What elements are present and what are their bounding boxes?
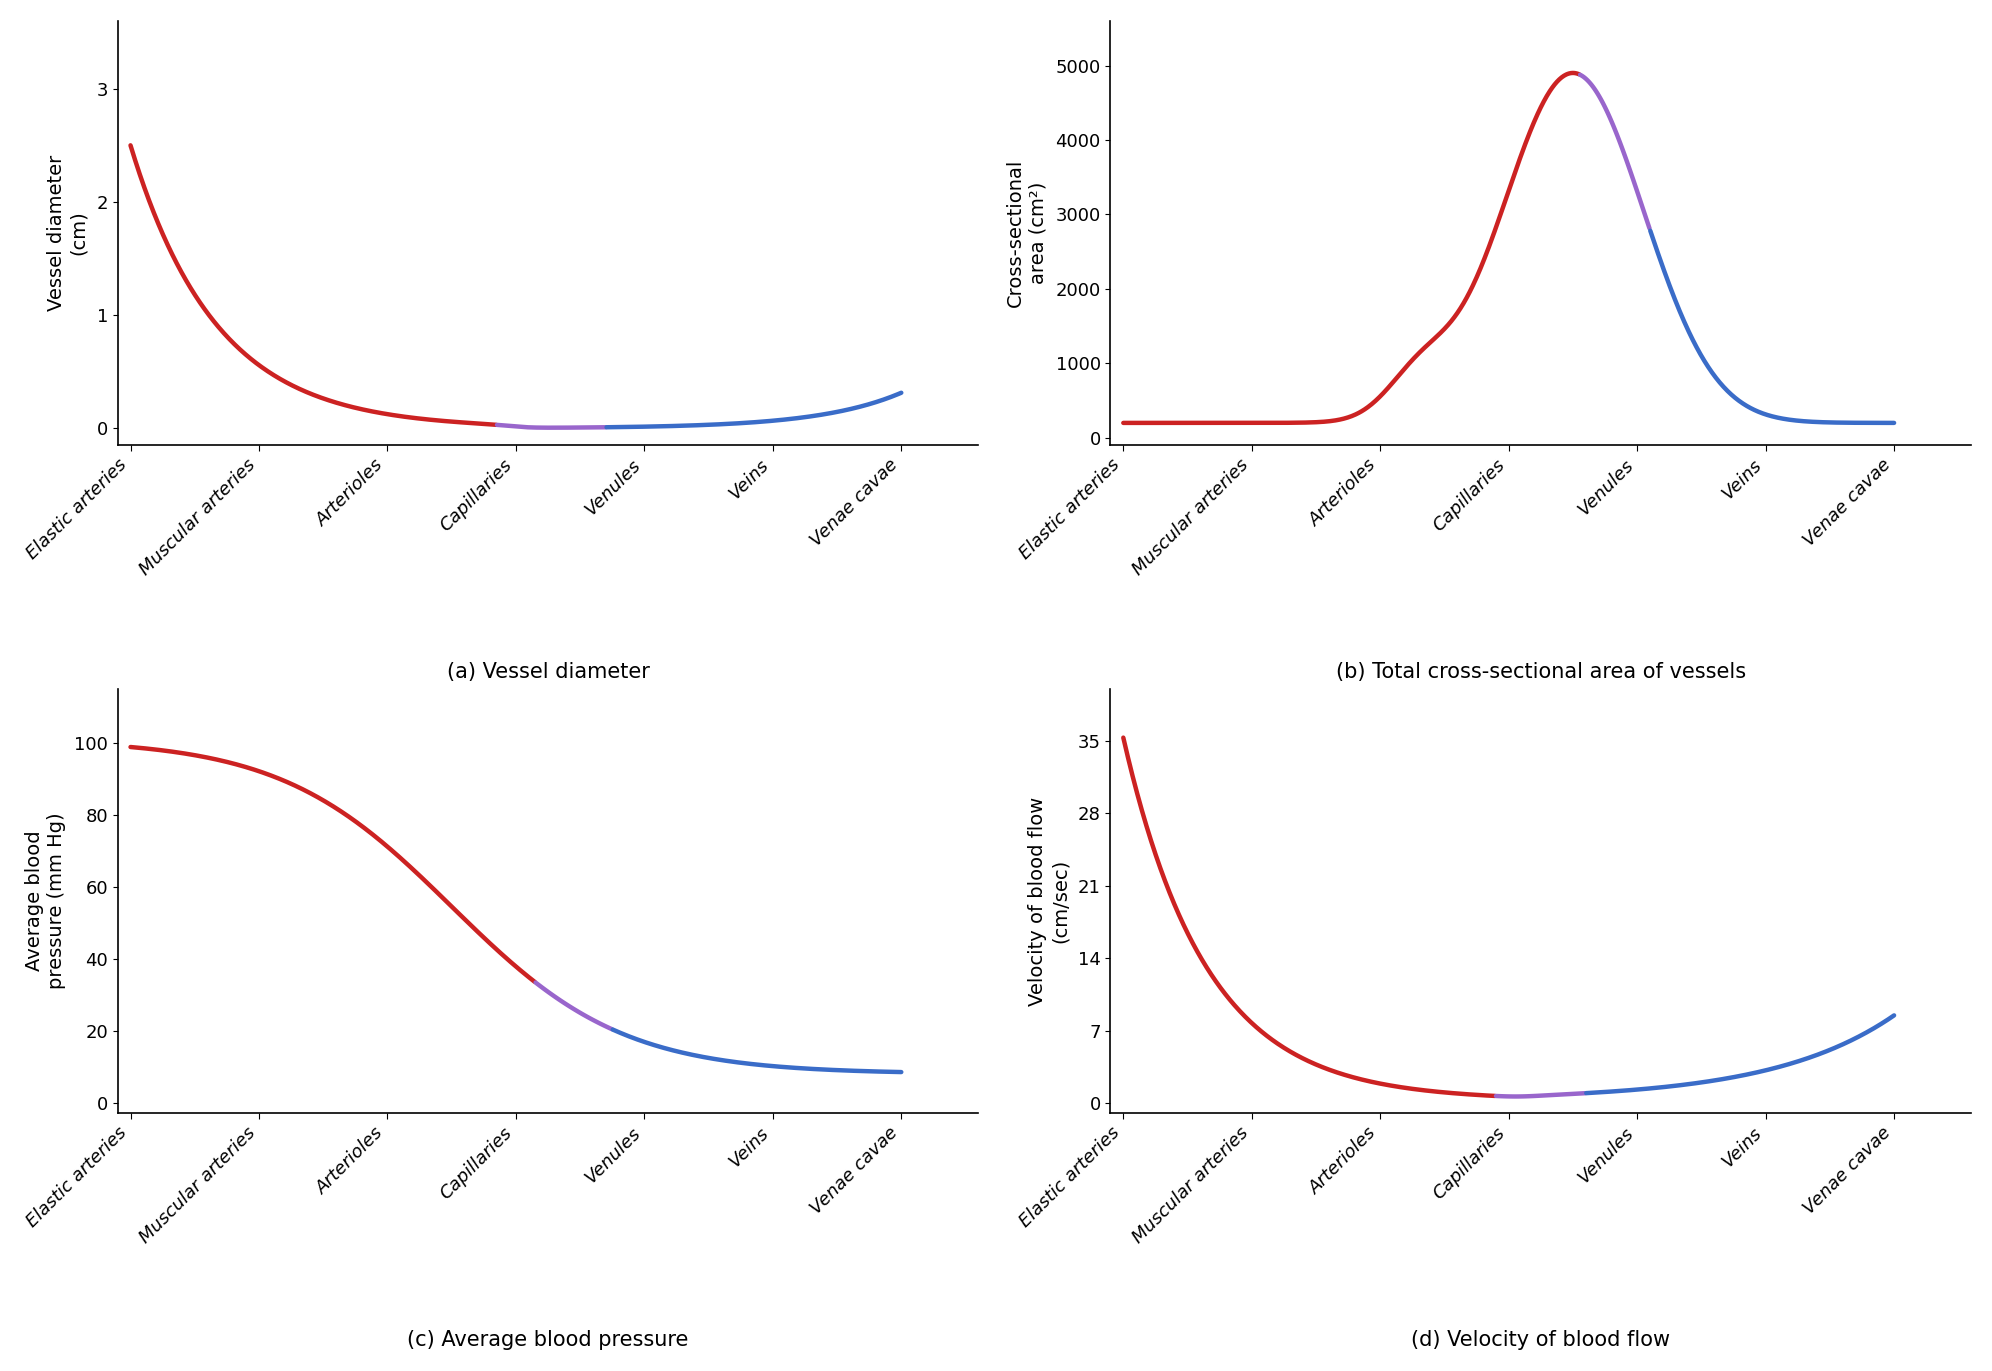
Y-axis label: Average blood
pressure (mm Hg): Average blood pressure (mm Hg)	[24, 813, 66, 990]
Y-axis label: Cross-sectional
area (cm²): Cross-sectional area (cm²)	[1006, 159, 1048, 307]
X-axis label: (c) Average blood pressure: (c) Average blood pressure	[406, 1330, 689, 1350]
X-axis label: (b) Total cross-sectional area of vessels: (b) Total cross-sectional area of vessel…	[1337, 662, 1745, 681]
Y-axis label: Velocity of blood flow
(cm/sec): Velocity of blood flow (cm/sec)	[1028, 797, 1070, 1006]
X-axis label: (d) Velocity of blood flow: (d) Velocity of blood flow	[1410, 1330, 1671, 1350]
X-axis label: (a) Vessel diameter: (a) Vessel diameter	[446, 662, 649, 681]
Y-axis label: Vessel diameter
(cm): Vessel diameter (cm)	[48, 155, 88, 311]
